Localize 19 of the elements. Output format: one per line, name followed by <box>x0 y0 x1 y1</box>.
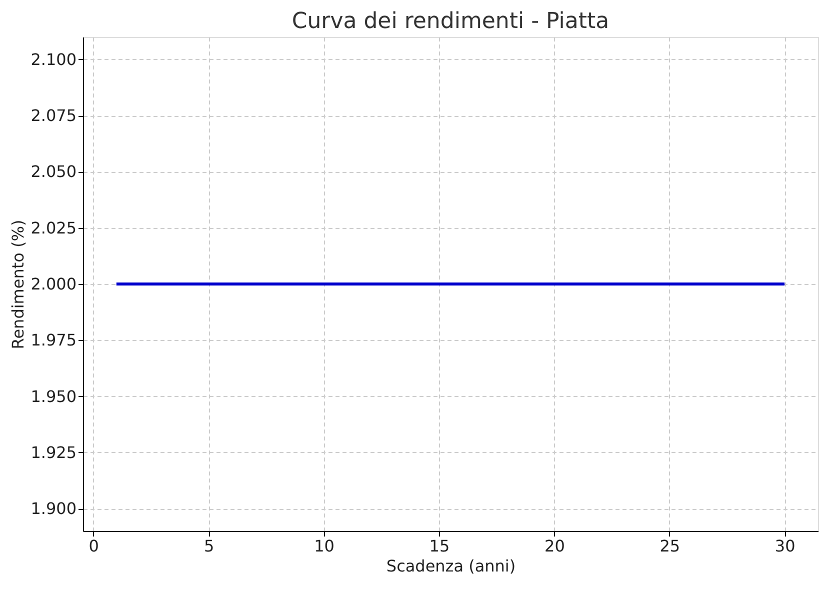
x-tick-label: 10 <box>314 536 334 556</box>
y-tick-label: 1.900 <box>30 499 76 518</box>
y-tick-label: 2.025 <box>30 218 76 238</box>
y-tick-label: 2.000 <box>30 274 76 294</box>
y-tick-label: 1.925 <box>30 442 76 462</box>
y-axis-title: Rendimento (%) <box>8 220 28 350</box>
y-tick-label: 2.050 <box>30 162 76 182</box>
x-tick-label: 25 <box>660 536 680 556</box>
y-tick-label: 1.975 <box>30 330 76 350</box>
y-tick-label: 1.950 <box>30 386 76 406</box>
y-tick-label: 2.075 <box>30 106 76 126</box>
x-tick-label: 5 <box>204 536 214 556</box>
x-tick-label: 20 <box>544 536 565 556</box>
x-axis-title: Scadenza (anni) <box>386 556 516 576</box>
y-tick-label: 2.100 <box>30 50 76 69</box>
x-tick-label: 15 <box>429 536 450 556</box>
x-tick-label: 0 <box>88 536 99 556</box>
chart-title: Curva dei rendimenti - Piatta <box>292 9 610 34</box>
x-tick-label: 30 <box>774 536 796 556</box>
